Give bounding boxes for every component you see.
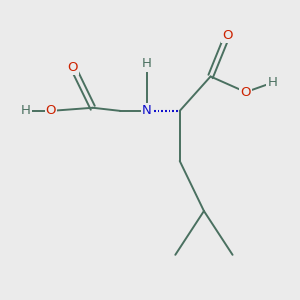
Text: H: H bbox=[142, 58, 152, 70]
Text: O: O bbox=[241, 85, 251, 99]
Text: H: H bbox=[21, 104, 31, 117]
Text: N: N bbox=[142, 104, 152, 117]
Text: O: O bbox=[222, 29, 232, 42]
Text: O: O bbox=[68, 61, 78, 74]
Text: H: H bbox=[267, 76, 277, 89]
Text: O: O bbox=[46, 104, 56, 117]
